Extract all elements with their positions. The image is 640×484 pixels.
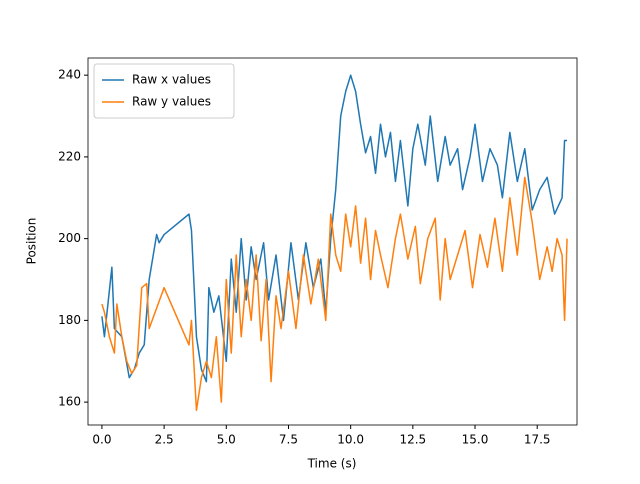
data-line	[101, 176, 568, 412]
y-axis-label: Position	[25, 218, 39, 265]
x-tick-label: 17.5	[524, 433, 551, 447]
x-tick-label: 10.0	[337, 433, 364, 447]
legend-label: Raw x values	[132, 73, 211, 87]
x-tick-label: 2.5	[155, 433, 174, 447]
y-tick-label: 200	[58, 231, 81, 245]
legend-box	[93, 63, 235, 119]
x-tick-label: 0.0	[92, 433, 111, 447]
x-tick-label: 15.0	[462, 433, 489, 447]
y-tick-label: 180	[58, 313, 81, 327]
data-line	[101, 74, 568, 383]
y-tick-label: 240	[58, 68, 81, 82]
x-tick-label: 7.5	[279, 433, 298, 447]
y-tick-label: 160	[58, 395, 81, 409]
legend-label: Raw y values	[132, 95, 211, 109]
plot-frame	[87, 57, 578, 426]
x-axis-label: Time (s)	[307, 457, 357, 471]
x-tick-label: 5.0	[217, 433, 236, 447]
y-tick-label: 220	[58, 149, 81, 163]
x-tick-label: 12.5	[399, 433, 426, 447]
